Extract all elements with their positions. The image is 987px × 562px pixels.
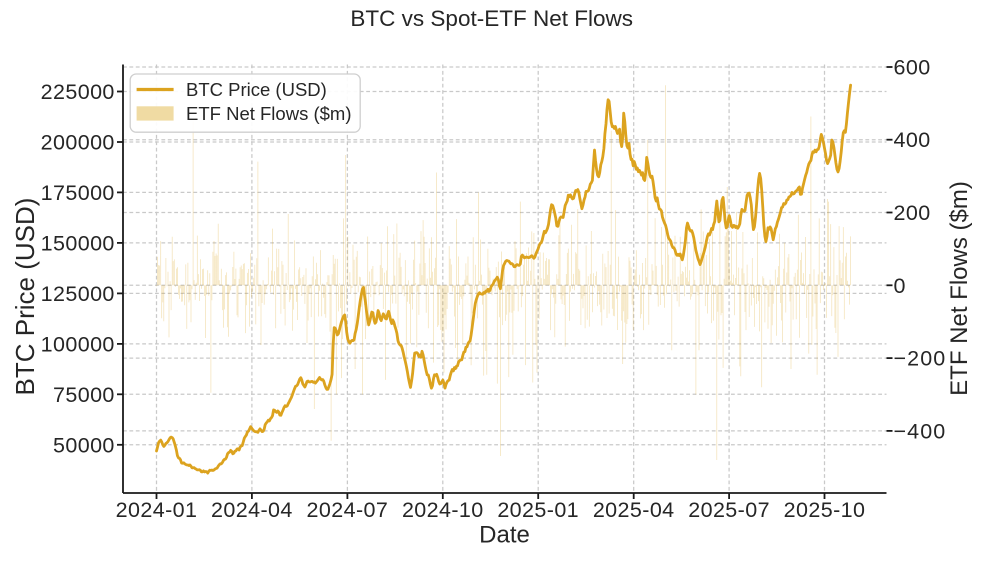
svg-text:600: 600 (894, 56, 931, 80)
svg-text:50000: 50000 (53, 433, 115, 457)
svg-text:2025-07: 2025-07 (688, 498, 770, 522)
svg-text:2025-04: 2025-04 (593, 498, 675, 522)
svg-text:2024-07: 2024-07 (307, 498, 389, 522)
svg-text:0: 0 (894, 274, 906, 298)
svg-text:150000: 150000 (41, 231, 115, 255)
svg-text:200000: 200000 (41, 131, 115, 155)
svg-text:2024-04: 2024-04 (211, 498, 293, 522)
svg-text:2024-10: 2024-10 (402, 498, 484, 522)
svg-text:225000: 225000 (41, 80, 115, 104)
svg-text:ETF Net Flows ($m): ETF Net Flows ($m) (186, 103, 351, 124)
svg-text:100000: 100000 (41, 332, 115, 356)
svg-text:BTC Price (USD): BTC Price (USD) (186, 79, 327, 100)
svg-text:Date: Date (479, 522, 530, 549)
svg-text:75000: 75000 (53, 383, 115, 407)
svg-text:ETF Net Flows ($m): ETF Net Flows ($m) (946, 181, 973, 396)
svg-text:2024-01: 2024-01 (116, 498, 198, 522)
svg-text:2025-10: 2025-10 (784, 498, 866, 522)
svg-text:175000: 175000 (41, 181, 115, 205)
svg-text:200: 200 (894, 201, 931, 225)
svg-text:400: 400 (894, 128, 931, 152)
svg-text:125000: 125000 (41, 282, 115, 306)
svg-text:−200: −200 (894, 347, 947, 371)
svg-text:2025-01: 2025-01 (497, 498, 579, 522)
svg-text:BTC Price (USD): BTC Price (USD) (10, 198, 40, 396)
svg-text:BTC vs Spot-ETF Net Flows: BTC vs Spot-ETF Net Flows (350, 6, 633, 31)
svg-text:−400: −400 (894, 419, 947, 443)
